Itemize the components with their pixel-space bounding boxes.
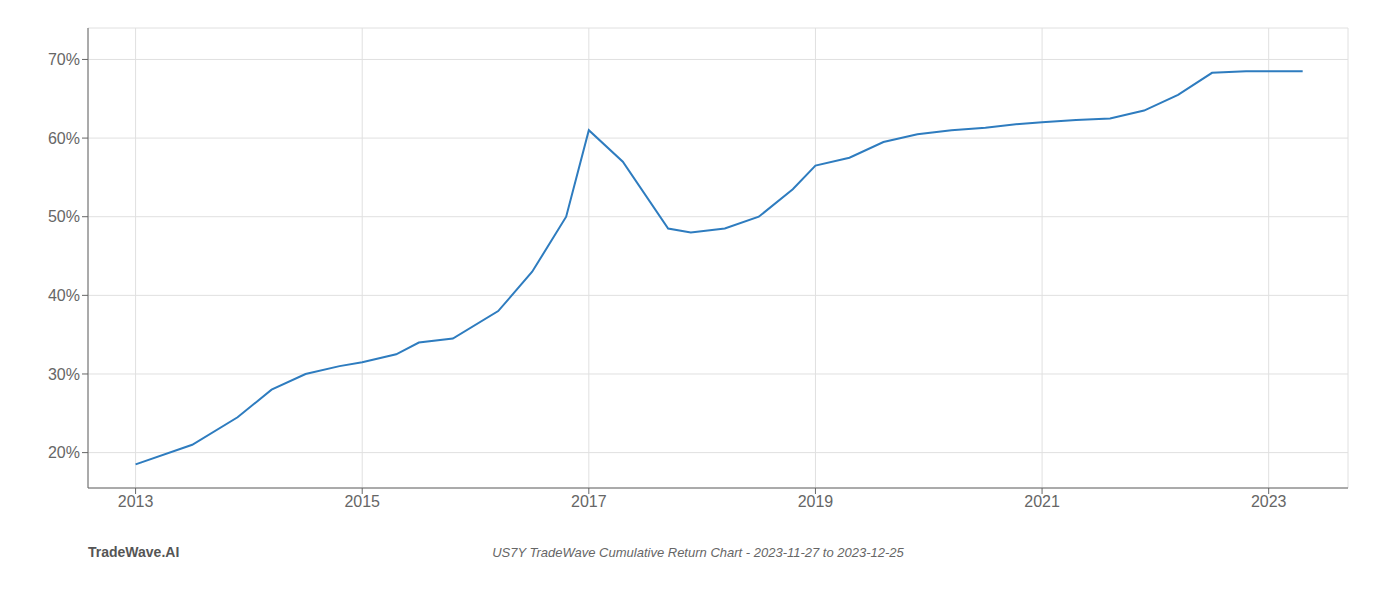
svg-text:60%: 60% xyxy=(48,130,80,147)
svg-text:2023: 2023 xyxy=(1251,493,1287,510)
svg-text:2015: 2015 xyxy=(344,493,380,510)
svg-text:2017: 2017 xyxy=(571,493,607,510)
svg-text:40%: 40% xyxy=(48,287,80,304)
svg-text:70%: 70% xyxy=(48,51,80,68)
svg-text:30%: 30% xyxy=(48,366,80,383)
html-text:TradeWave.AI: TradeWave.AI xyxy=(88,544,180,560)
svg-text:2013: 2013 xyxy=(118,493,154,510)
svg-text:2021: 2021 xyxy=(1024,493,1060,510)
html-text:US7Y TradeWave Cumulative Retu: US7Y TradeWave Cumulative Return Chart -… xyxy=(492,545,904,560)
svg-text:20%: 20% xyxy=(48,444,80,461)
svg-text:2019: 2019 xyxy=(798,493,834,510)
svg-text:50%: 50% xyxy=(48,208,80,225)
